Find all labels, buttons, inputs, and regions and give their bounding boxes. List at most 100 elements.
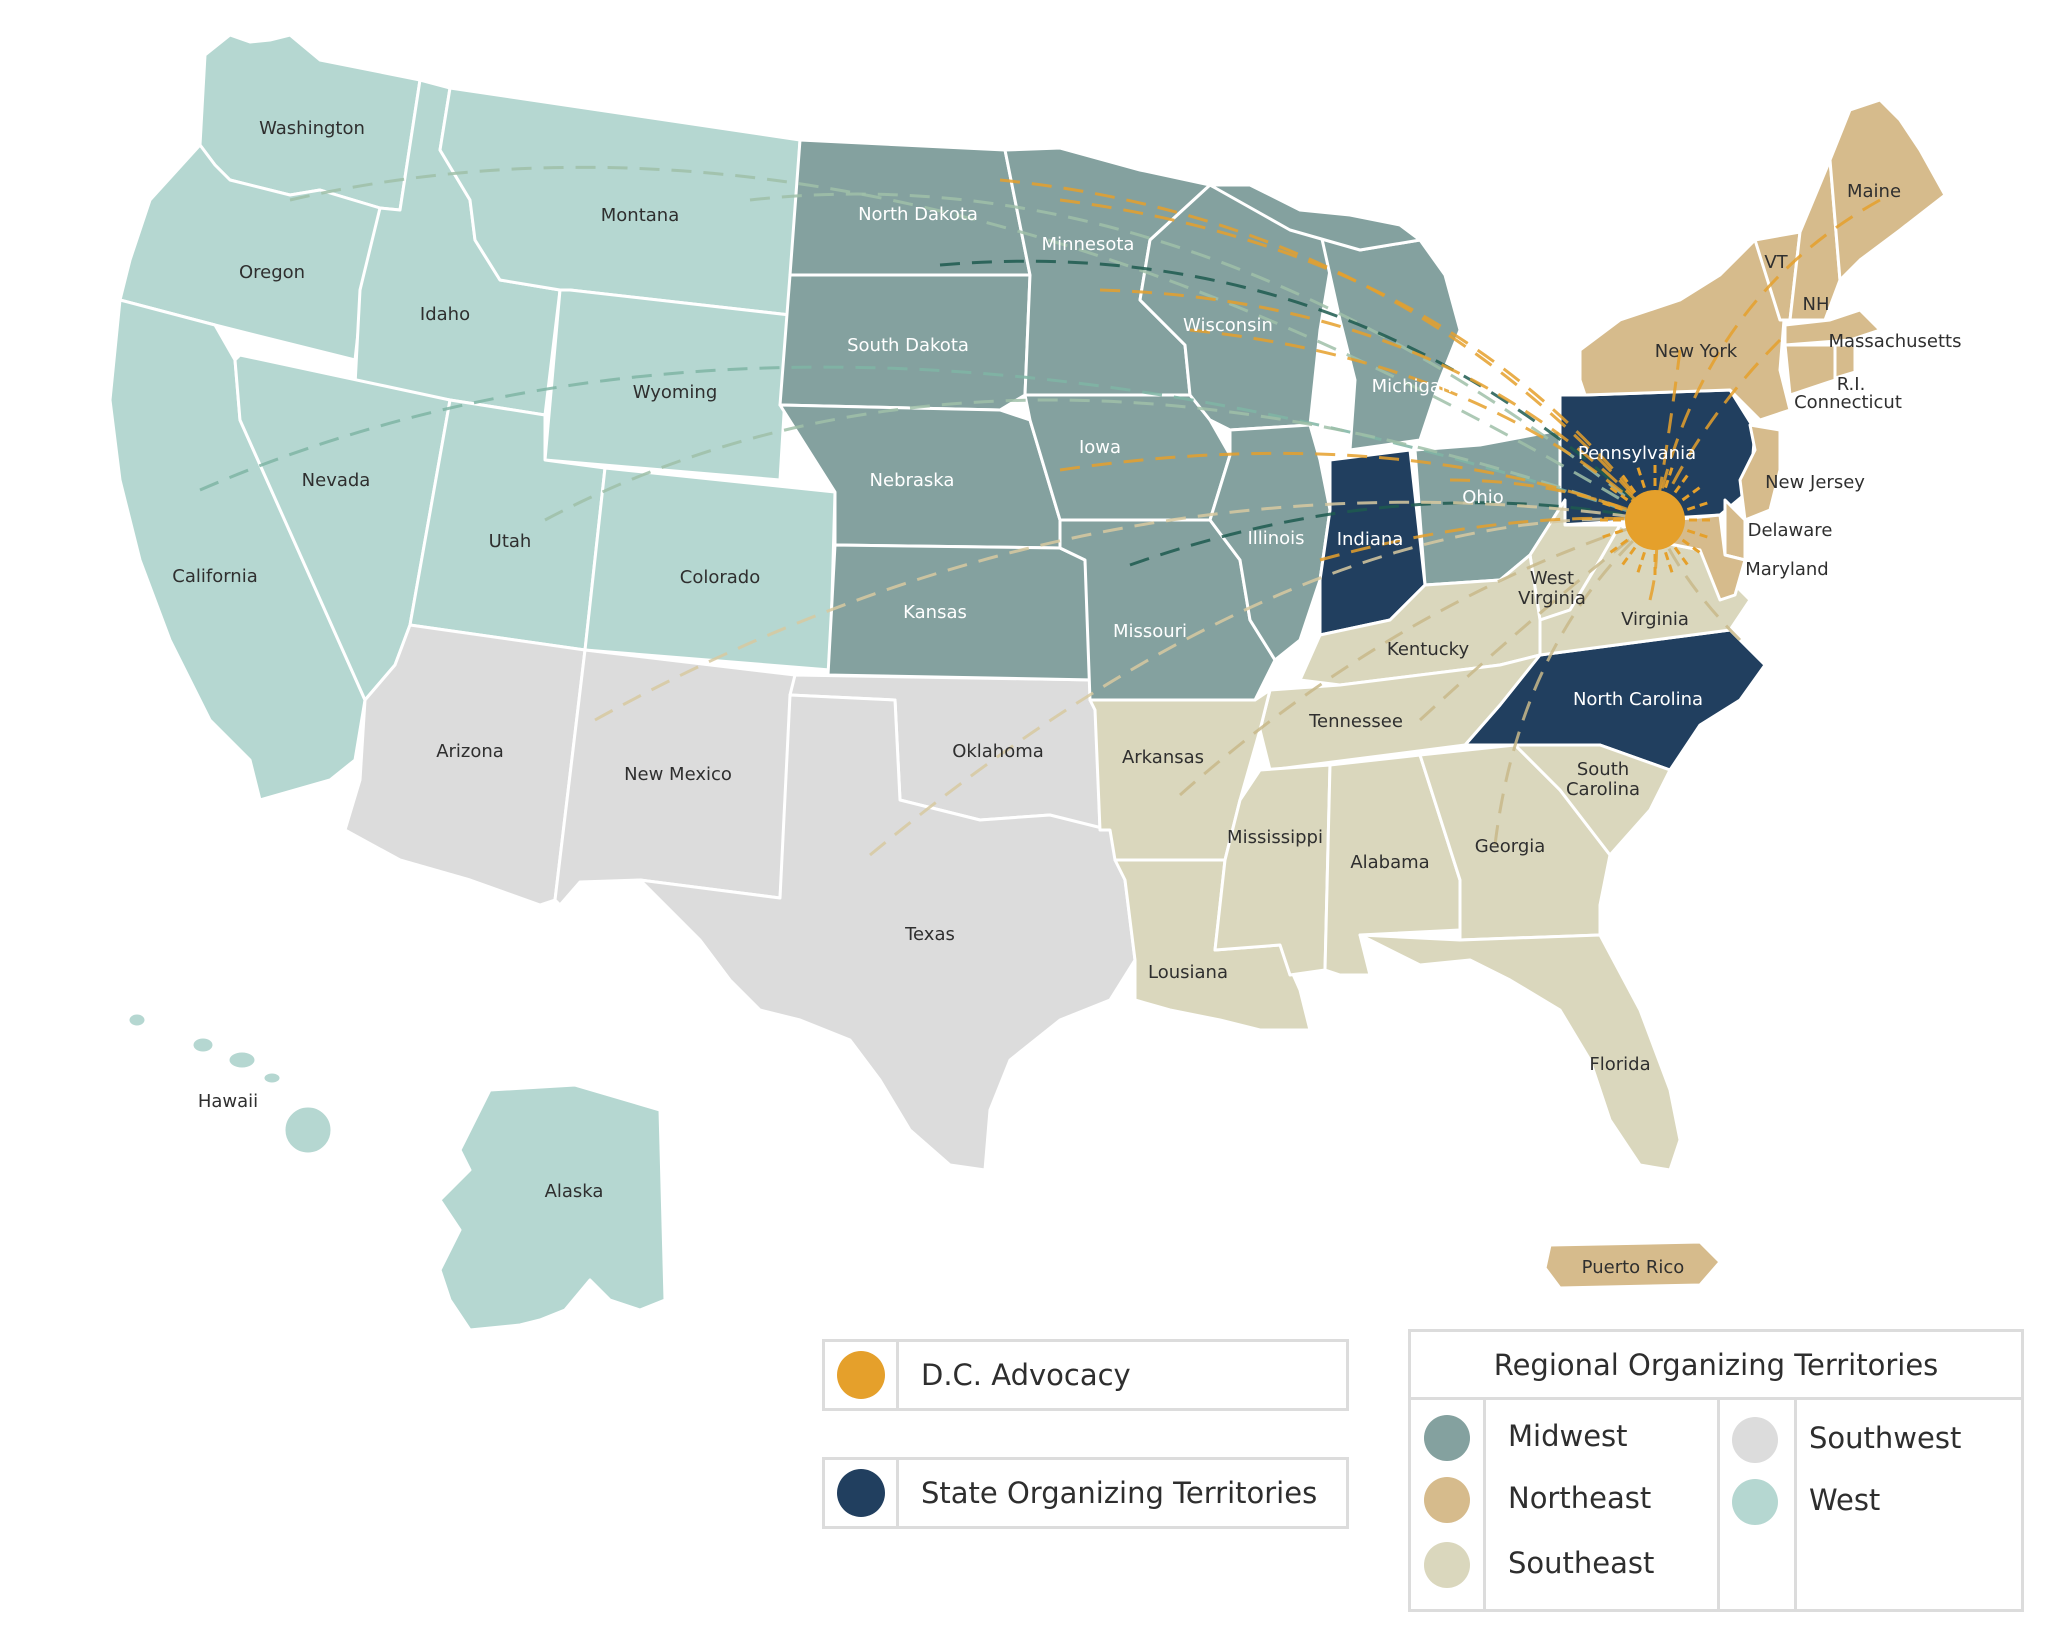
route-line <box>594 500 1656 722</box>
label-pennsylvania: Pennsylvania <box>1578 443 1696 464</box>
dc-spoke <box>1686 500 1711 511</box>
dc-spoke <box>1635 551 1646 576</box>
state-alaska <box>438 1083 667 1332</box>
label-indiana: Indiana <box>1337 529 1404 550</box>
label-puerto-rico: Puerto Rico <box>1582 1257 1685 1278</box>
label-kentucky: Kentucky <box>1387 639 1470 660</box>
state-michigan <box>1318 228 1462 452</box>
label-montana: Montana <box>601 205 679 226</box>
label-texas: Texas <box>904 924 955 945</box>
state-hawaii-4 <box>261 1070 283 1086</box>
midwest-label: Midwest <box>1508 1419 1628 1453</box>
label-north-dakota: North Dakota <box>858 204 978 225</box>
label-south-carolina-2: Carolina <box>1566 779 1640 800</box>
route-line <box>1179 518 1656 797</box>
state-new-jersey <box>1738 423 1782 522</box>
dc-spoke <box>1681 484 1703 502</box>
label-new-jersey: New Jersey <box>1765 472 1865 493</box>
label-oregon: Oregon <box>239 262 305 283</box>
label-arkansas: Arkansas <box>1122 747 1204 768</box>
southwest-swatch <box>1732 1417 1778 1463</box>
route-line <box>1129 501 1656 567</box>
route-line <box>939 259 1657 522</box>
dc-spoke <box>1664 551 1675 576</box>
label-south-carolina-1: South <box>1577 759 1629 780</box>
route-line <box>1449 478 1656 522</box>
northeast-swatch <box>1424 1477 1470 1523</box>
label-west-virginia-2: Virginia <box>1518 588 1586 609</box>
dc-spoke <box>1607 484 1629 502</box>
label-arizona: Arizona <box>436 741 504 762</box>
route-line <box>999 178 1657 521</box>
state-texas <box>638 693 1137 1172</box>
label-virginia: Virginia <box>1621 609 1689 630</box>
route-line <box>1059 198 1657 521</box>
dc-spoke <box>1664 464 1675 489</box>
label-missouri: Missouri <box>1113 621 1187 642</box>
label-connecticut: Connecticut <box>1794 392 1902 413</box>
state-new-hampshire <box>1788 158 1842 322</box>
southeast-swatch <box>1424 1542 1470 1588</box>
label-michigan: Michigan <box>1372 376 1453 397</box>
dc-spoke <box>1599 500 1624 511</box>
label-iowa: Iowa <box>1079 437 1121 458</box>
label-alabama: Alabama <box>1350 852 1429 873</box>
label-idaho: Idaho <box>420 304 470 325</box>
state-iowa <box>1023 393 1232 522</box>
state-hawaii-2 <box>190 1035 216 1055</box>
state-maine <box>1828 98 1947 282</box>
label-south-dakota: South Dakota <box>847 335 969 356</box>
label-maine: Maine <box>1847 181 1901 202</box>
state-organizing-label: State Organizing Territories <box>921 1476 1318 1510</box>
label-georgia: Georgia <box>1475 836 1546 857</box>
state-hawaii-1 <box>126 1011 148 1029</box>
route-line <box>1319 516 1656 562</box>
state-new-york <box>1578 238 1792 422</box>
dc-spoke <box>1686 529 1711 540</box>
southwest-label: Southwest <box>1809 1421 1962 1455</box>
label-nebraska: Nebraska <box>870 470 955 491</box>
label-hawaii: Hawaii <box>198 1091 258 1112</box>
dc-spoke <box>1635 464 1646 489</box>
label-wisconsin: Wisconsin <box>1183 315 1273 336</box>
label-north-carolina: North Carolina <box>1573 689 1703 710</box>
route-line <box>869 517 1656 857</box>
label-ri: R.I. <box>1837 374 1866 395</box>
midwest-swatch <box>1424 1415 1470 1461</box>
dc-spoke <box>1673 546 1691 568</box>
southeast-label: Southeast <box>1508 1546 1655 1580</box>
state-puerto-rico <box>1543 1240 1722 1290</box>
west-label: West <box>1809 1483 1881 1517</box>
label-minnesota: Minnesota <box>1042 234 1135 255</box>
label-mississippi: Mississippi <box>1227 827 1323 848</box>
label-colorado: Colorado <box>680 567 760 588</box>
state-south-dakota <box>778 273 1032 412</box>
label-maryland: Maryland <box>1745 559 1828 580</box>
advocacy-routes <box>199 165 1881 857</box>
label-kansas: Kansas <box>903 602 967 623</box>
label-florida: Florida <box>1589 1054 1650 1075</box>
route-line <box>749 192 1656 522</box>
dc-advocacy-label: D.C. Advocacy <box>921 1358 1131 1392</box>
state-south-carolina <box>1513 743 1672 857</box>
state-wyoming <box>543 288 792 482</box>
route-line <box>1099 288 1657 522</box>
dc-spoke <box>1673 472 1691 494</box>
label-illinois: Illinois <box>1247 528 1304 549</box>
state-delaware <box>1723 498 1747 562</box>
label-oklahoma: Oklahoma <box>952 741 1044 762</box>
route-line <box>289 165 1656 522</box>
label-west-virginia-1: West <box>1530 568 1574 589</box>
label-nh: NH <box>1803 294 1830 315</box>
label-massachusetts: Massachusetts <box>1828 331 1961 352</box>
state-organizing-swatch <box>836 1469 885 1517</box>
legend-dc-advocacy: D.C. Advocacy <box>822 1339 1349 1411</box>
label-washington: Washington <box>259 118 365 139</box>
state-michigan-up <box>1208 183 1422 252</box>
dc-spoke <box>1619 472 1637 494</box>
legend-regional: Regional Organizing Territories Midwest … <box>1408 1329 2024 1612</box>
state-rhode-island <box>1833 343 1857 380</box>
label-nevada: Nevada <box>302 470 371 491</box>
label-lousiana: Lousiana <box>1148 962 1228 983</box>
